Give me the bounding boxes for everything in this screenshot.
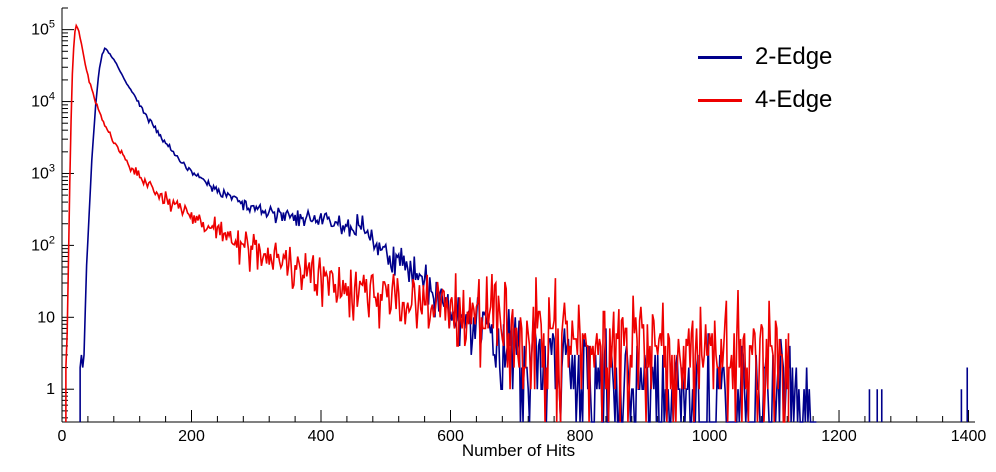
x-axis-label: Number of Hits (461, 441, 576, 460)
y-tick-label: 10 (37, 309, 55, 326)
x-tick-label: 400 (308, 428, 335, 445)
y-tick-label: 103 (31, 162, 55, 182)
y-tick-label: 102 (31, 234, 55, 254)
axes (61, 7, 975, 423)
legend-line-4edge-swatch (698, 98, 742, 102)
x-tick-label: 600 (437, 428, 464, 445)
y-tick-label: 105 (31, 19, 55, 39)
tick-labels: 0 200 400 600 800 1000 1200 1400 1 10 102 103 104 105 (31, 19, 986, 445)
x-tick-label: 200 (178, 428, 205, 445)
x-tick-label: 0 (58, 428, 67, 445)
series-line-2-edge (79, 47, 969, 423)
y-tick-label: 104 (31, 91, 55, 111)
legend-label-2edge: 2-Edge (755, 43, 833, 70)
series-line-4-edge (65, 23, 790, 423)
legend-label-4edge: 4-Edge (755, 86, 833, 113)
x-tick-label: 1000 (692, 428, 728, 445)
x-tick-label: 1400 (951, 428, 987, 445)
x-tick-label: 800 (567, 428, 594, 445)
legend-item-4edge: 4-Edge (698, 85, 832, 115)
legend: 2-Edge 4-Edge (698, 42, 832, 115)
x-tick-label: 1200 (821, 428, 857, 445)
legend-line-2edge-swatch (698, 55, 742, 59)
legend-item-2edge: 2-Edge (698, 42, 832, 72)
y-tick-label: 1 (46, 381, 55, 398)
